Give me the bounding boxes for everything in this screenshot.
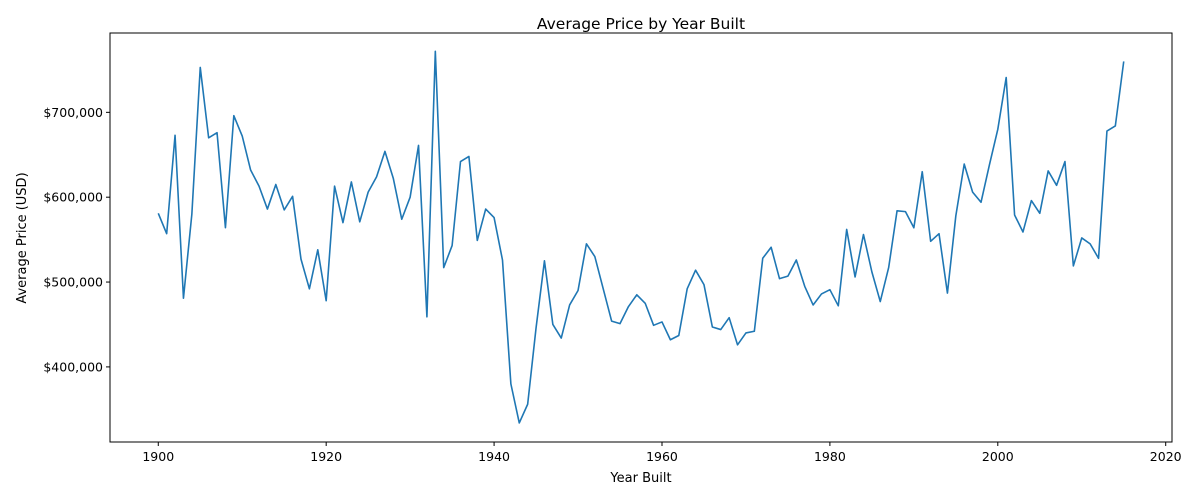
chart-title: Average Price by Year Built (537, 15, 745, 33)
axes-frame (109, 32, 1173, 443)
y-tick-label: $600,000 (43, 190, 103, 205)
y-tick-label: $400,000 (43, 359, 103, 374)
x-tick-label: 1980 (814, 449, 846, 464)
x-tick-label: 1900 (142, 449, 174, 464)
x-tick-label: 1920 (310, 449, 342, 464)
y-tick-label: $700,000 (43, 105, 103, 120)
x-tick-label: 2020 (1150, 449, 1182, 464)
y-axis-title: Average Price (USD) (15, 172, 30, 303)
x-tick-label: 2000 (982, 449, 1014, 464)
plot-area (109, 32, 1173, 443)
y-axis: $400,000 $500,000 $600,000 $700,000 (43, 105, 110, 374)
series-line-0 (157, 50, 1125, 424)
y-tick-label: $500,000 (43, 275, 103, 290)
x-tick-label: 1960 (646, 449, 678, 464)
x-tick-label: 1940 (478, 449, 510, 464)
x-axis: 1900 1920 1940 1960 1980 2000 2020 (142, 442, 1182, 464)
x-axis-title: Year Built (609, 471, 671, 486)
